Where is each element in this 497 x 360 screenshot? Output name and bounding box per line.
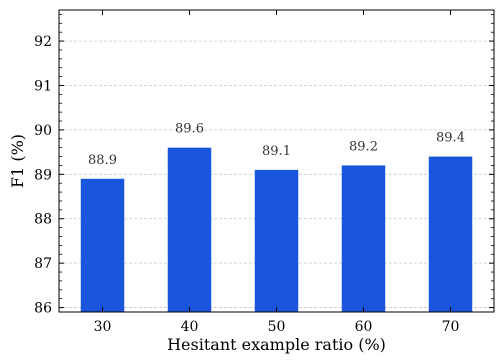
- x-tick-labels: 30 40 50 60 70: [94, 319, 460, 335]
- data-label-30: 88.9: [88, 153, 117, 168]
- data-label-50: 89.1: [262, 144, 291, 159]
- x-tick-label-70: 70: [442, 319, 460, 335]
- y-tick-label: 86: [34, 301, 52, 317]
- bars: [80, 147, 473, 312]
- bar-30: [80, 178, 125, 312]
- bar-50: [254, 169, 299, 312]
- bar-70: [428, 156, 473, 312]
- y-tick-label: 92: [34, 34, 52, 50]
- axis-ticks: [59, 10, 494, 312]
- data-label-60: 89.2: [349, 139, 378, 154]
- data-label-70: 89.4: [436, 131, 465, 146]
- data-label-40: 89.6: [175, 122, 204, 137]
- bar-40: [167, 147, 212, 312]
- x-tick-label-50: 50: [268, 319, 286, 335]
- y-tick-label: 91: [34, 79, 52, 95]
- data-labels: 88.9 89.6 89.1 89.2 89.4: [88, 122, 465, 168]
- y-tick-label: 89: [34, 167, 52, 183]
- y-tick-labels: 86 87 88 89 90 91 92: [34, 34, 52, 316]
- x-tick-label-30: 30: [94, 319, 112, 335]
- x-axis-title: Hesitant example ratio (%): [167, 335, 386, 354]
- y-tick-label: 88: [34, 212, 52, 228]
- y-tick-label: 87: [34, 256, 52, 272]
- x-tick-label-40: 40: [181, 319, 199, 335]
- bar-60: [341, 165, 386, 312]
- y-tick-label: 90: [34, 123, 52, 139]
- x-tick-label-60: 60: [355, 319, 373, 335]
- y-axis-title: F1 (%): [8, 134, 27, 188]
